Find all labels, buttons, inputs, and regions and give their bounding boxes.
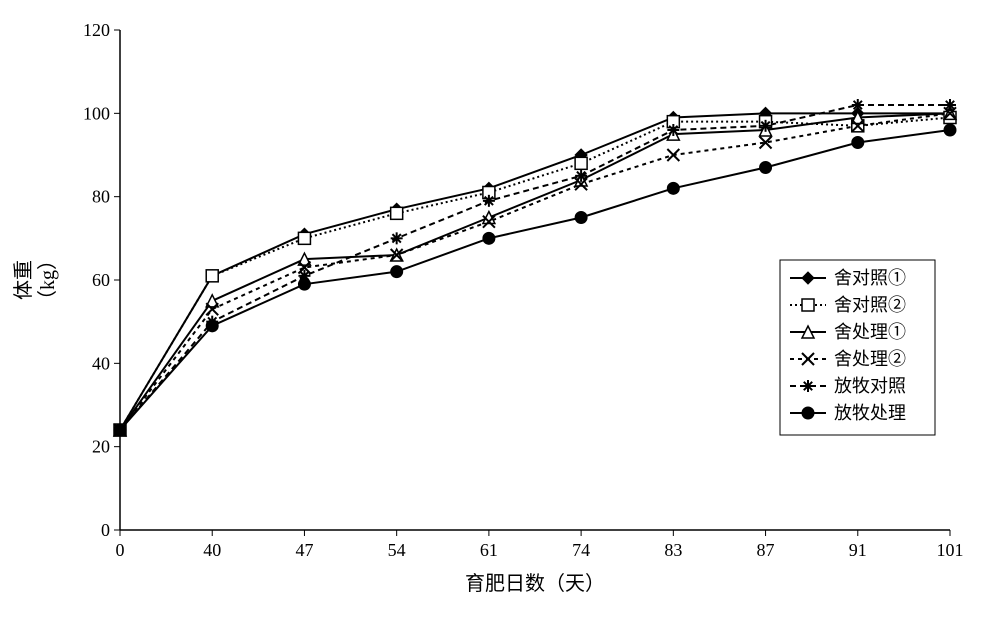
y-tick-label: 120 [83, 20, 110, 40]
y-tick-label: 40 [92, 353, 110, 373]
x-tick-label: 40 [203, 540, 221, 560]
x-tick-label: 74 [572, 540, 590, 560]
legend: 舍对照① 舍对照② 舍处理① 舍处理② 放牧对照放牧处理 [780, 260, 935, 435]
x-tick-label: 0 [116, 540, 125, 560]
chart-container: 02040608010012004047546174838791101体重（kg… [0, 0, 1000, 623]
x-tick-label: 101 [937, 540, 964, 560]
y-tick-label: 80 [92, 187, 110, 207]
legend-label: 舍对照② [834, 295, 906, 315]
line-chart: 02040608010012004047546174838791101体重（kg… [0, 0, 1000, 623]
y-tick-label: 20 [92, 437, 110, 457]
y-tick-label: 0 [101, 520, 110, 540]
x-tick-label: 54 [388, 540, 406, 560]
x-tick-label: 61 [480, 540, 498, 560]
x-tick-label: 91 [849, 540, 867, 560]
x-tick-label: 87 [757, 540, 775, 560]
x-axis-title: 育肥日数（天） [465, 572, 605, 595]
y-tick-label: 60 [92, 270, 110, 290]
y-tick-label: 100 [83, 103, 110, 123]
legend-label: 放牧处理 [834, 403, 906, 423]
x-tick-label: 83 [664, 540, 682, 560]
legend-label: 舍对照① [834, 268, 906, 288]
x-tick-label: 47 [295, 540, 313, 560]
legend-label: 放牧对照 [834, 376, 906, 396]
legend-label: 舍处理② [834, 349, 906, 369]
legend-label: 舍处理① [834, 322, 906, 342]
